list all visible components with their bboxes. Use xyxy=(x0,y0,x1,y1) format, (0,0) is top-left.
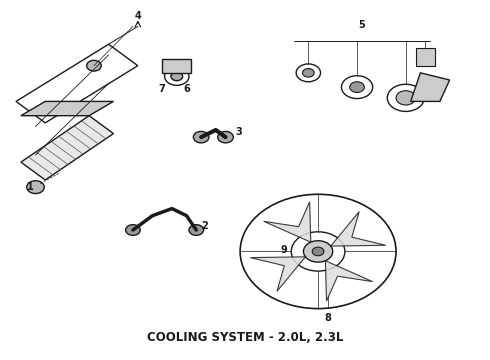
Circle shape xyxy=(189,225,203,235)
Bar xyxy=(416,48,435,66)
Polygon shape xyxy=(21,102,114,116)
Text: 5: 5 xyxy=(359,19,366,30)
Circle shape xyxy=(194,131,209,143)
Polygon shape xyxy=(264,202,311,242)
Polygon shape xyxy=(21,116,114,180)
Text: 7: 7 xyxy=(159,84,166,94)
Text: 1: 1 xyxy=(27,182,34,192)
Text: COOLING SYSTEM - 2.0L, 2.3L: COOLING SYSTEM - 2.0L, 2.3L xyxy=(147,331,343,344)
Circle shape xyxy=(350,82,365,93)
Text: 8: 8 xyxy=(324,312,331,323)
Bar xyxy=(162,59,192,73)
Circle shape xyxy=(302,68,314,77)
Circle shape xyxy=(87,60,101,71)
Polygon shape xyxy=(411,73,450,102)
Circle shape xyxy=(396,91,416,105)
Text: 6: 6 xyxy=(183,84,190,94)
Text: 4: 4 xyxy=(134,11,141,21)
Circle shape xyxy=(303,241,333,262)
Polygon shape xyxy=(331,212,386,246)
Circle shape xyxy=(218,131,233,143)
Circle shape xyxy=(171,72,183,81)
Polygon shape xyxy=(250,257,305,291)
Text: 2: 2 xyxy=(201,221,208,231)
Circle shape xyxy=(312,247,324,256)
Circle shape xyxy=(27,181,44,194)
Circle shape xyxy=(125,225,140,235)
Polygon shape xyxy=(325,261,372,301)
Text: 9: 9 xyxy=(281,245,287,255)
Text: 3: 3 xyxy=(235,127,242,137)
